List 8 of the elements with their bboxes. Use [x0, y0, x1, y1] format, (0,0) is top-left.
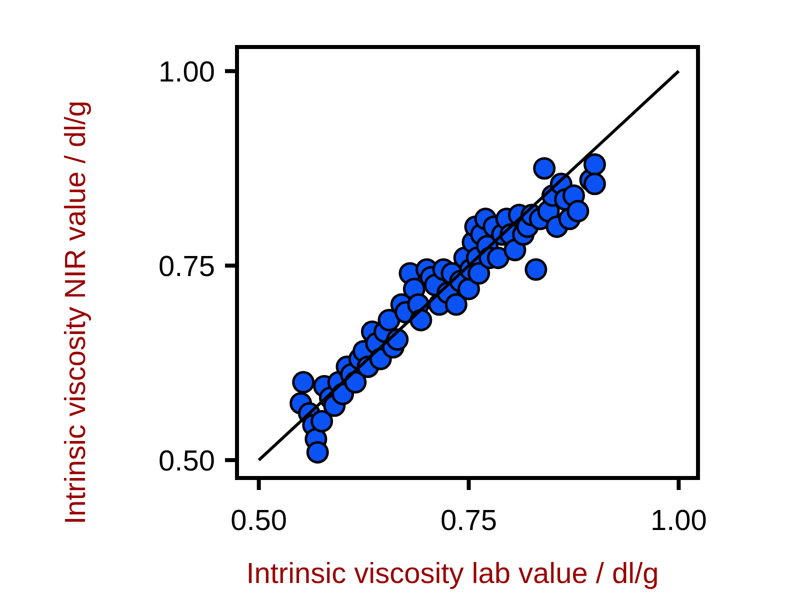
y-tick-label: 0.50 [158, 445, 215, 478]
x-axis-title: Intrinsic viscosity lab value / dl/g [246, 558, 659, 590]
x-tick-label: 0.50 [230, 505, 288, 537]
x-tick-label: 1.00 [650, 505, 707, 537]
y-tick-label: 1.00 [158, 56, 215, 88]
y-tick-label: 0.75 [158, 250, 215, 283]
y-axis-title: Intrinsic viscosity NIR value / dl/g [60, 100, 92, 524]
x-tick-label: 0.75 [440, 505, 497, 537]
